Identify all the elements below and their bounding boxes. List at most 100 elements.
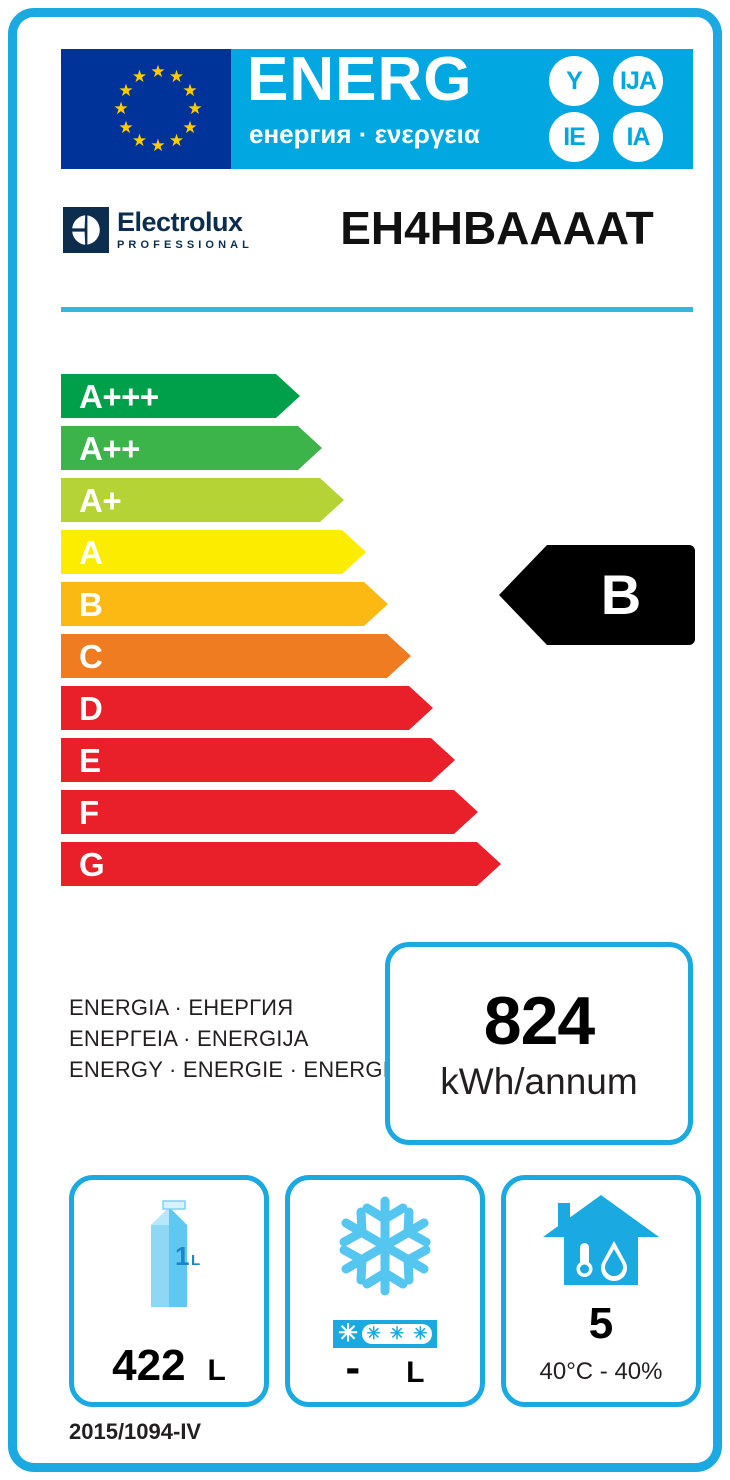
class-bar-tip bbox=[387, 634, 411, 678]
annual-consumption-value: 824 bbox=[483, 983, 595, 1059]
class-bar-body: E bbox=[61, 738, 431, 782]
eu-star: ★ bbox=[168, 66, 185, 86]
energy-multilingual-text: ENERGIA · ЕНЕРГИЯ ENEPΓEIA · ENERGIJA EN… bbox=[69, 992, 399, 1086]
eu-star: ★ bbox=[150, 62, 166, 81]
energy-class-bar: G bbox=[61, 842, 501, 886]
arrow-head bbox=[499, 545, 547, 645]
energy-class-scale: A+++ A++ A+ A B C D E F G bbox=[61, 374, 501, 886]
class-bar-tip bbox=[477, 842, 501, 886]
energ-subtitle: енергия · ενεργεια bbox=[249, 119, 480, 149]
brand-name: Electrolux bbox=[117, 207, 243, 237]
energy-rating-arrow: B bbox=[499, 545, 695, 645]
eu-star: ★ bbox=[182, 117, 198, 137]
class-bar-body: A++ bbox=[61, 426, 298, 470]
header-divider bbox=[61, 307, 693, 312]
energ-wordmark: ENERG bbox=[247, 49, 473, 114]
eu-star: ★ bbox=[187, 99, 203, 118]
freezer-capacity-row: - L bbox=[290, 1346, 480, 1390]
energy-class-bar: A+ bbox=[61, 478, 344, 522]
fridge-capacity-unit: L bbox=[207, 1354, 226, 1387]
class-bar-label: B bbox=[79, 585, 103, 623]
energy-label: ★ ★ ★ ★ ★ ★ ★ ★ ★ ★ ★ ★ ENERG енергия · ενεργεια Y … bbox=[8, 8, 722, 1472]
badge-star-pill: ✳ ✳ ✳ bbox=[362, 1324, 432, 1344]
brand-subtitle: PROFESSIONAL bbox=[117, 239, 253, 251]
class-bar-label: A+ bbox=[79, 481, 122, 519]
model-identifier: EH4HBAAAAT bbox=[340, 202, 654, 254]
class-bar-tip bbox=[431, 738, 455, 782]
energy-word-line-1: ENERGIA · ЕНЕРГИЯ bbox=[69, 995, 294, 1020]
class-bar-tip bbox=[454, 790, 478, 834]
brand-logo-text: Electrolux PROFESSIONAL bbox=[117, 207, 253, 252]
language-circle-ija: IJA bbox=[613, 56, 663, 106]
eu-flag-icon: ★ ★ ★ ★ ★ ★ ★ ★ ★ ★ ★ ★ bbox=[61, 49, 231, 169]
regulation-reference: 2015/1094-IV bbox=[69, 1419, 202, 1444]
class-bar-tip bbox=[276, 374, 300, 418]
label-header: ★ ★ ★ ★ ★ ★ ★ ★ ★ ★ ★ ★ ENERG енергия · ενεργεια Y … bbox=[61, 49, 693, 169]
freezer-capacity-unit: L bbox=[406, 1356, 425, 1389]
energy-class-bar: D bbox=[61, 686, 433, 730]
class-bar-label: E bbox=[79, 741, 101, 779]
snowflake-icon bbox=[290, 1188, 480, 1304]
class-bar-body: A+++ bbox=[61, 374, 276, 418]
climate-class-box: 5 40°C - 40% bbox=[501, 1175, 701, 1407]
fridge-capacity-row: 422 L bbox=[74, 1344, 264, 1388]
class-bar-label: F bbox=[79, 793, 99, 831]
class-bar-body: A bbox=[61, 530, 342, 574]
fridge-capacity-value: 422 bbox=[112, 1341, 186, 1390]
svg-text:L: L bbox=[191, 1252, 200, 1269]
energy-class-bar: B bbox=[61, 582, 388, 626]
class-bar-body: C bbox=[61, 634, 387, 678]
energy-class-bar: A bbox=[61, 530, 366, 574]
energy-class-bar: E bbox=[61, 738, 455, 782]
class-bar-label: A+++ bbox=[79, 377, 159, 415]
eu-star: ★ bbox=[131, 66, 148, 86]
class-bar-tip bbox=[342, 530, 366, 574]
energy-class-bar: A++ bbox=[61, 426, 322, 470]
eu-star: ★ bbox=[113, 99, 129, 118]
eu-star: ★ bbox=[150, 136, 166, 155]
class-bar-body: A+ bbox=[61, 478, 320, 522]
freezer-capacity-box: ✳ ✳ ✳ ✳ - L bbox=[285, 1175, 485, 1407]
freezer-capacity-value: - bbox=[345, 1343, 361, 1392]
class-bar-tip bbox=[409, 686, 433, 730]
eu-star: ★ bbox=[131, 131, 148, 151]
class-bar-label: D bbox=[79, 689, 103, 727]
class-bar-label: A++ bbox=[79, 429, 140, 467]
four-star-freezer-badge-icon: ✳ ✳ ✳ ✳ bbox=[333, 1320, 437, 1348]
class-bar-tip bbox=[320, 478, 344, 522]
class-bar-label: A bbox=[79, 533, 103, 571]
badge-pill-star-1: ✳ bbox=[366, 1323, 381, 1343]
house-thermometer-humidity-icon bbox=[506, 1192, 696, 1296]
class-bar-tip bbox=[298, 426, 322, 470]
energ-banner: ENERG енергия · ενεργεια Y IJA IE IA bbox=[231, 49, 693, 169]
fridge-capacity-box: 1 L 422 L bbox=[69, 1175, 269, 1407]
energy-word-line-3: ENERGY · ENERGIE · ENERGI bbox=[69, 1057, 389, 1083]
brand-logo: Electrolux PROFESSIONAL bbox=[63, 207, 253, 253]
arrow-body: B bbox=[547, 545, 695, 645]
eu-star: ★ bbox=[182, 80, 198, 100]
class-bar-label: C bbox=[79, 637, 103, 675]
climate-class-value: 5 bbox=[588, 1299, 614, 1348]
class-bar-tip bbox=[364, 582, 388, 626]
energy-class-bar: F bbox=[61, 790, 478, 834]
energy-class-bar: A+++ bbox=[61, 374, 300, 418]
class-bar-label: G bbox=[79, 845, 105, 883]
eu-star: ★ bbox=[118, 117, 134, 137]
annual-consumption-unit: kWh/annum bbox=[440, 1061, 638, 1102]
milk-carton-icon: 1 L bbox=[74, 1194, 264, 1314]
language-circle-y: Y bbox=[549, 56, 599, 106]
eu-star: ★ bbox=[168, 131, 185, 151]
energy-class-bar: C bbox=[61, 634, 411, 678]
language-circle-group: Y IJA IE IA bbox=[541, 56, 681, 162]
annual-consumption-box: 824 kWh/annum bbox=[385, 942, 693, 1145]
class-bar-body: D bbox=[61, 686, 409, 730]
energy-rating-letter: B bbox=[600, 563, 642, 626]
language-circle-ia: IA bbox=[613, 112, 663, 162]
climate-class-range: 40°C - 40% bbox=[539, 1358, 663, 1385]
class-bar-body: G bbox=[61, 842, 477, 886]
class-bar-body: B bbox=[61, 582, 364, 626]
eu-star: ★ bbox=[118, 80, 134, 100]
badge-single-star: ✳ bbox=[338, 1319, 359, 1347]
energy-word-line-2: ENEPΓEIA · ENERGIJA bbox=[69, 1026, 309, 1052]
badge-pill-star-3: ✳ bbox=[413, 1323, 428, 1343]
